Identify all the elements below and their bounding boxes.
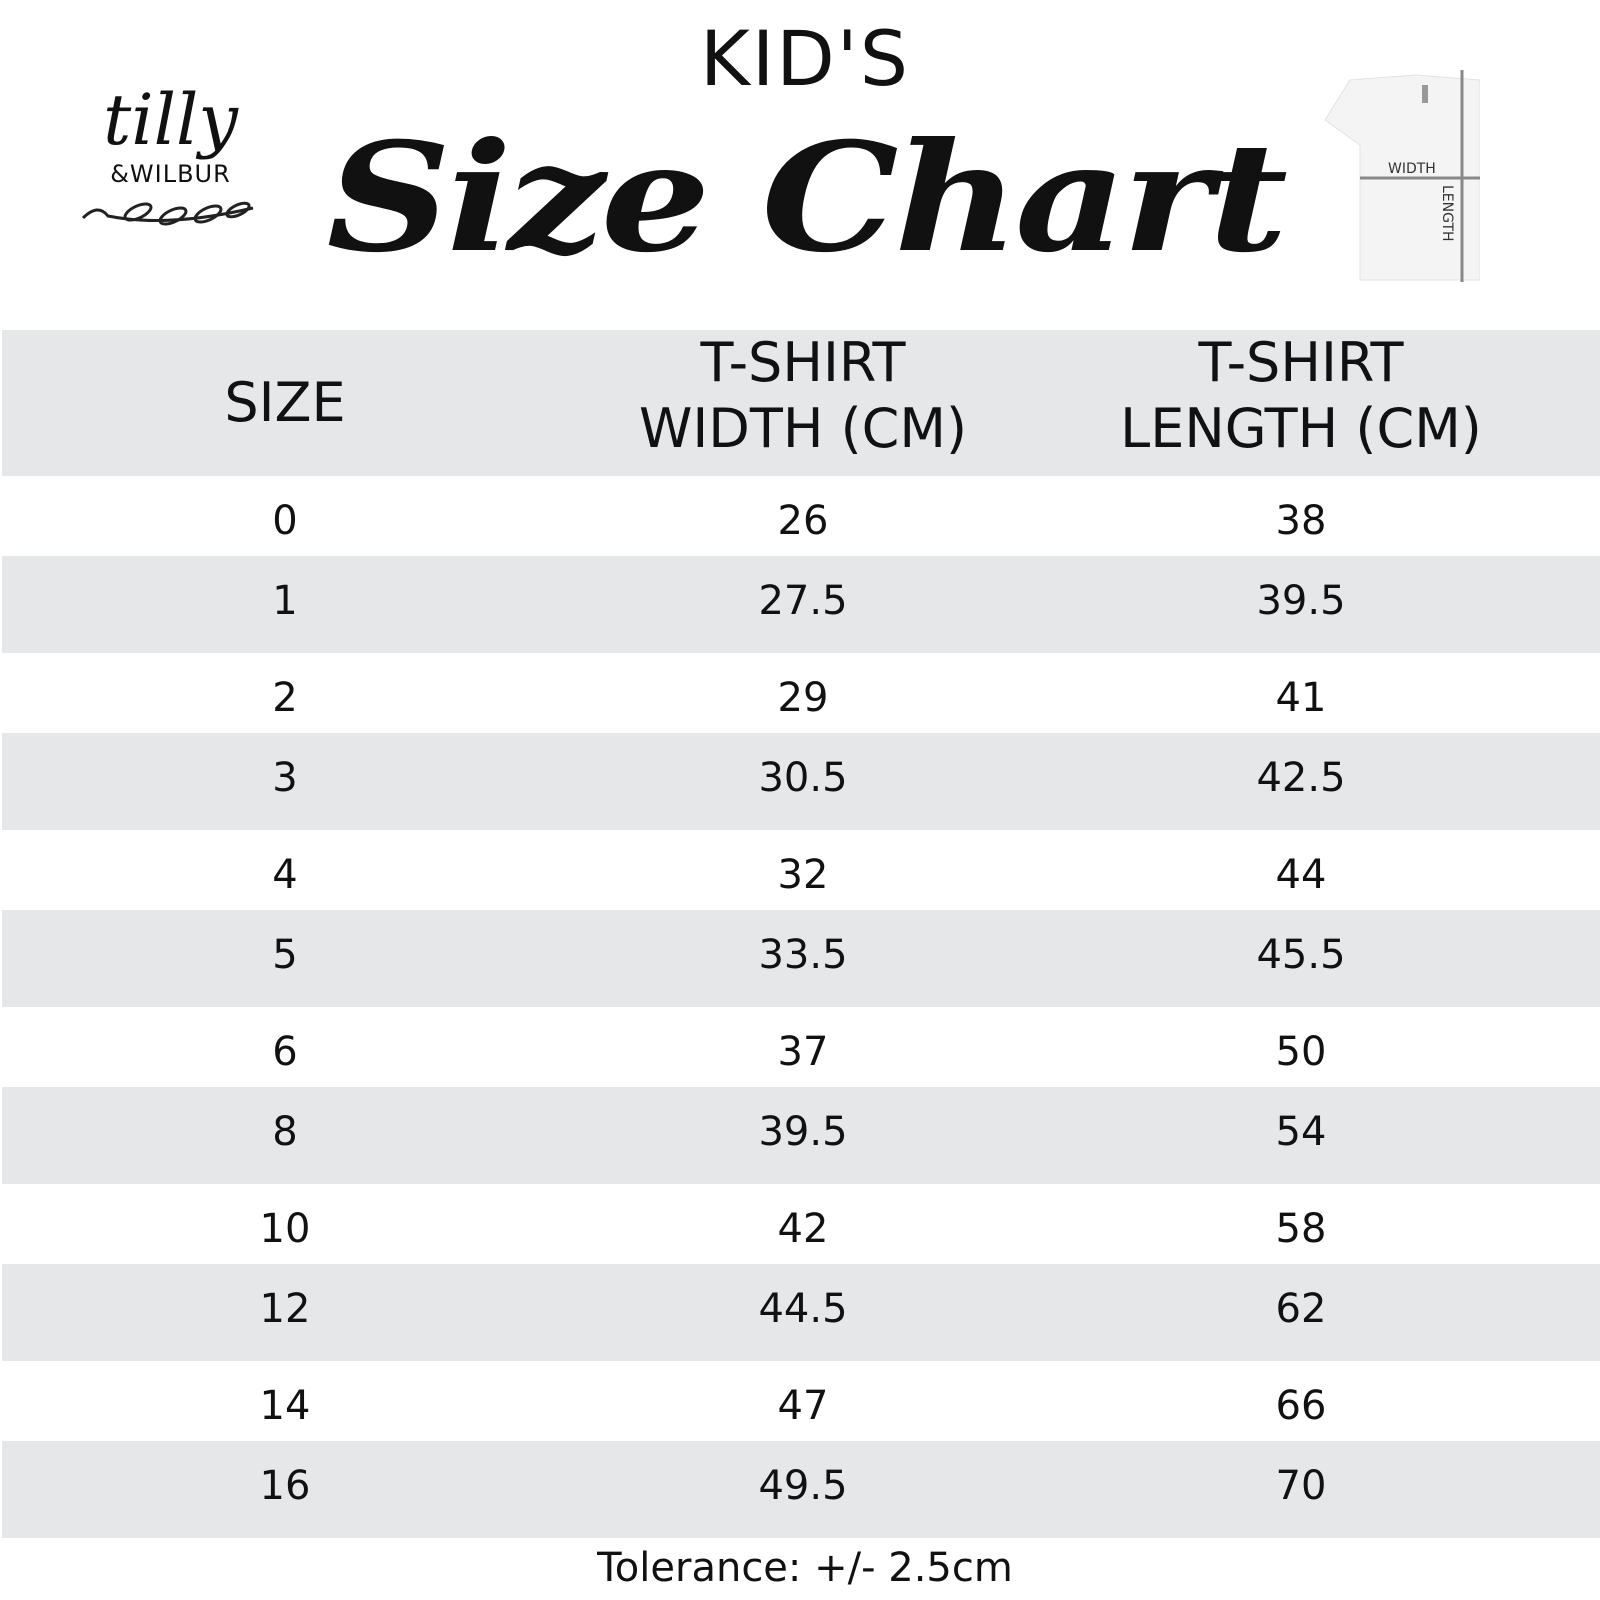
cell-length: 38 bbox=[1275, 498, 1327, 544]
cell-width: 30.5 bbox=[758, 755, 848, 801]
cell-width: 37 bbox=[777, 1029, 829, 1075]
logo-text-tilly: tilly bbox=[103, 79, 238, 161]
leaf-branch-icon bbox=[81, 201, 254, 226]
table-row: 6 37 50 bbox=[2, 1007, 1600, 1087]
table-row: 8 39.5 54 bbox=[2, 1087, 1600, 1184]
cell-size: 3 bbox=[272, 755, 298, 801]
cell-size: 16 bbox=[259, 1463, 311, 1509]
cell-length: 54 bbox=[1275, 1109, 1327, 1155]
table-row: 1 27.5 39.5 bbox=[2, 556, 1600, 653]
cell-width: 27.5 bbox=[758, 578, 848, 624]
cell-width: 44.5 bbox=[758, 1286, 848, 1332]
cell-size: 14 bbox=[259, 1383, 311, 1429]
table-row: 0 26 38 bbox=[2, 476, 1600, 556]
tshirt-measure-diagram: WIDTH LENGTH bbox=[1324, 70, 1480, 282]
cell-width: 39.5 bbox=[758, 1109, 848, 1155]
cell-length: 70 bbox=[1275, 1463, 1327, 1509]
size-table: SIZE T-SHIRT WIDTH (CM) T-SHIRT LENGTH (… bbox=[2, 330, 1600, 1538]
table-row: 3 30.5 42.5 bbox=[2, 733, 1600, 830]
table-row: 2 29 41 bbox=[2, 653, 1600, 733]
cell-length: 62 bbox=[1275, 1286, 1327, 1332]
cell-size: 12 bbox=[259, 1286, 311, 1332]
cell-length: 42.5 bbox=[1256, 755, 1346, 801]
logo-text-wilbur: &WILBUR bbox=[110, 160, 231, 188]
header-width: T-SHIRT WIDTH (CM) bbox=[503, 330, 1103, 462]
cell-size: 8 bbox=[272, 1109, 298, 1155]
cell-width: 29 bbox=[777, 675, 829, 721]
table-row: 4 32 44 bbox=[2, 830, 1600, 910]
header-length: T-SHIRT LENGTH (CM) bbox=[1001, 330, 1600, 462]
header-width-line2: WIDTH (CM) bbox=[638, 397, 968, 460]
cell-size: 5 bbox=[272, 932, 298, 978]
cell-size: 6 bbox=[272, 1029, 298, 1075]
brand-logo: tilly &WILBUR bbox=[78, 80, 263, 260]
cell-width: 33.5 bbox=[758, 932, 848, 978]
cell-size: 2 bbox=[272, 675, 298, 721]
cell-length: 50 bbox=[1275, 1029, 1327, 1075]
width-label: WIDTH bbox=[1388, 161, 1436, 177]
cell-length: 66 bbox=[1275, 1383, 1327, 1429]
cell-width: 49.5 bbox=[758, 1463, 848, 1509]
table-row: 12 44.5 62 bbox=[2, 1264, 1600, 1361]
length-label: LENGTH bbox=[1439, 185, 1455, 242]
table-row: 5 33.5 45.5 bbox=[2, 910, 1600, 1007]
header-width-line1: T-SHIRT bbox=[700, 331, 906, 394]
cell-length: 44 bbox=[1275, 852, 1327, 898]
table-row: 10 42 58 bbox=[2, 1184, 1600, 1264]
header-length-line1: T-SHIRT bbox=[1198, 331, 1404, 394]
cell-width: 32 bbox=[777, 852, 829, 898]
subtitle: KID'S bbox=[700, 14, 910, 103]
cell-length: 45.5 bbox=[1256, 932, 1346, 978]
cell-width: 42 bbox=[777, 1206, 829, 1252]
cell-size: 0 bbox=[272, 498, 298, 544]
header-length-line2: LENGTH (CM) bbox=[1120, 397, 1482, 460]
header-size: SIZE bbox=[224, 371, 346, 434]
cell-size: 10 bbox=[259, 1206, 311, 1252]
cell-size: 4 bbox=[272, 852, 298, 898]
cell-length: 41 bbox=[1275, 675, 1327, 721]
cell-length: 58 bbox=[1275, 1206, 1327, 1252]
table-header: SIZE T-SHIRT WIDTH (CM) T-SHIRT LENGTH (… bbox=[2, 330, 1600, 476]
cell-width: 26 bbox=[777, 498, 829, 544]
table-row: 14 47 66 bbox=[2, 1361, 1600, 1441]
cell-length: 39.5 bbox=[1256, 578, 1346, 624]
tolerance-note: Tolerance: +/- 2.5cm bbox=[597, 1545, 1013, 1591]
cell-size: 1 bbox=[272, 578, 298, 624]
page-title: Size Chart bbox=[326, 110, 1289, 286]
cell-width: 47 bbox=[777, 1383, 829, 1429]
table-row: 16 49.5 70 bbox=[2, 1441, 1600, 1538]
